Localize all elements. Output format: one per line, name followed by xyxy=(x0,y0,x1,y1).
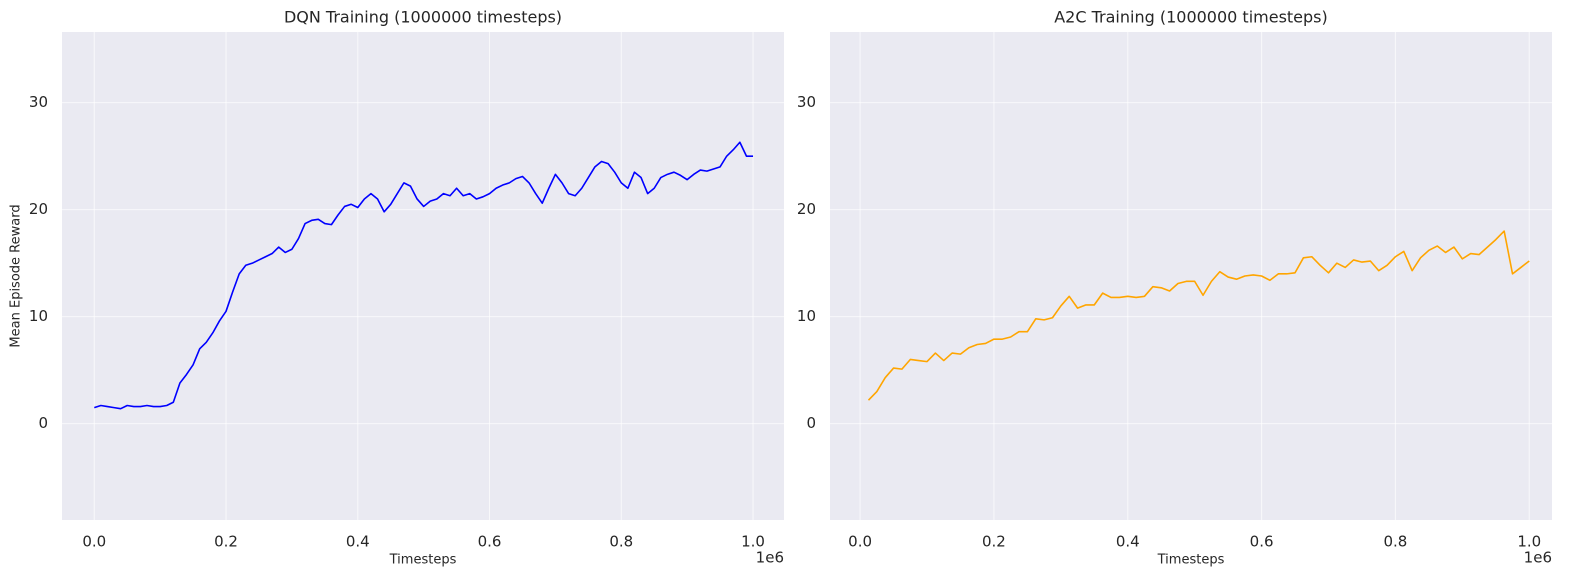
y-tick-label: 0 xyxy=(806,414,816,432)
y-tick-label: 20 xyxy=(797,200,816,218)
x-tick-label: 0.4 xyxy=(346,533,370,551)
x-axis-label: Timesteps xyxy=(1157,553,1225,568)
y-tick-label: 10 xyxy=(797,307,816,325)
x-tick-label: 0.6 xyxy=(1250,533,1274,551)
y-tick-label: 20 xyxy=(29,200,48,218)
series-line xyxy=(94,141,754,410)
plot-area xyxy=(62,32,784,520)
x-axis-label: Timesteps xyxy=(389,553,457,568)
x-tick-label: 0.8 xyxy=(1383,533,1407,551)
x-tick-label: 0.0 xyxy=(82,533,106,551)
x-tick-label: 1.0 xyxy=(741,533,765,551)
x-offset-label: 1e6 xyxy=(756,549,784,567)
series-line xyxy=(867,230,1530,401)
chart-title: DQN Training (1000000 timesteps) xyxy=(284,8,562,27)
y-tick-label: 10 xyxy=(29,307,48,325)
x-offset-label: 1e6 xyxy=(1524,549,1552,567)
y-tick-label: 30 xyxy=(797,93,816,111)
x-tick-label: 0.2 xyxy=(982,533,1006,551)
plot-area xyxy=(830,32,1552,520)
y-axis-label: Mean Episode Reward xyxy=(9,204,24,347)
y-tick-label: 30 xyxy=(29,93,48,111)
x-tick-label: 0.6 xyxy=(478,533,502,551)
x-tick-label: 0.0 xyxy=(848,533,872,551)
x-tick-label: 0.4 xyxy=(1116,533,1140,551)
chart-title: A2C Training (1000000 timesteps) xyxy=(1054,8,1328,27)
x-tick-label: 0.8 xyxy=(609,533,633,551)
y-tick-label: 0 xyxy=(38,414,48,432)
x-tick-label: 0.2 xyxy=(214,533,238,551)
x-tick-label: 1.0 xyxy=(1517,533,1541,551)
